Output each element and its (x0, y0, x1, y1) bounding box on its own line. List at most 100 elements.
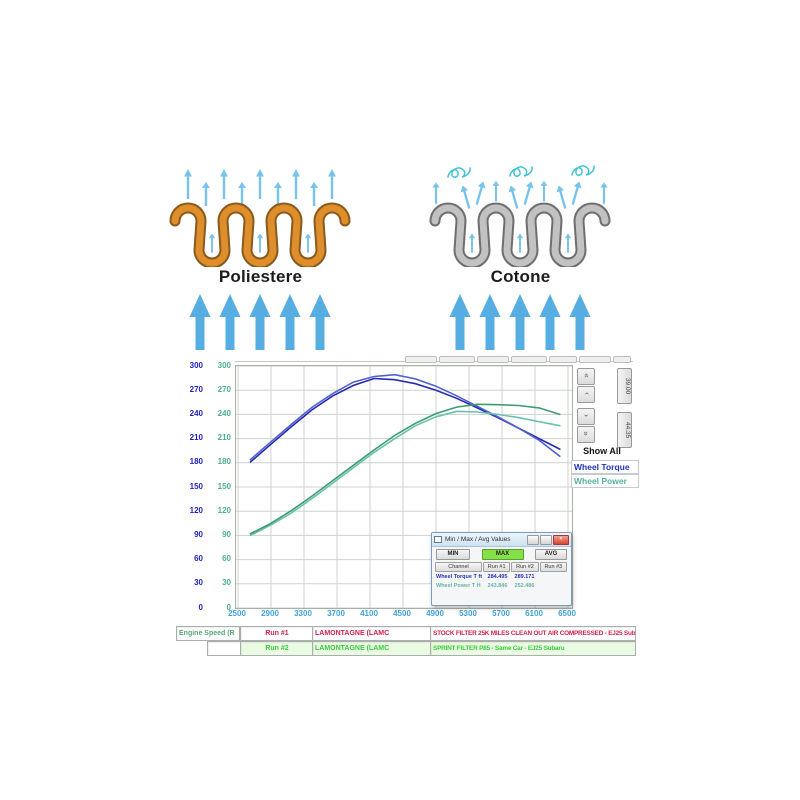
table-row-wheel-torque: Wheel Torque T ft 284.495 289.171 (432, 573, 571, 581)
y-tick-label: 30 (222, 578, 231, 588)
panel-tab-segment[interactable] (613, 356, 631, 363)
dialog-mode-buttons: MIN MAX AVG (432, 547, 571, 561)
double-chevron-down-icon: » (581, 431, 591, 436)
legend-wheel-power[interactable]: Wheel Power (571, 474, 639, 488)
run1-description-cell[interactable]: STOCK FILTER 25K MILES CLEAN OUT AIR COM… (430, 626, 636, 641)
intake-arrows (449, 294, 591, 350)
y-tick-label: 210 (189, 433, 203, 443)
cotton-diagram: Cotone (428, 163, 613, 355)
dyno-chart-window: 0 30 60 90 120 150 180 210 240 270 300 0 30 60 90 120 1… (173, 350, 639, 662)
y-tick-label: 300 (189, 360, 203, 370)
y-tick-label: 60 (222, 554, 231, 564)
run2-description-cell[interactable]: SPRINT FILTER P85 - Same Car - EJ25 Suba… (430, 641, 636, 656)
dialog-icon (434, 536, 442, 543)
x-tick-label: 5700 (492, 609, 510, 618)
power-axis-labels: 0 30 60 90 120 150 180 210 240 270 300 (207, 350, 231, 612)
double-chevron-up-icon: » (581, 373, 591, 378)
panel-tab-segment[interactable] (549, 356, 577, 363)
torque-axis-labels: 0 30 60 90 120 150 180 210 240 270 300 (179, 350, 203, 612)
curve-wheel-power-run-1 (249, 410, 561, 537)
panel-tab-segment[interactable] (511, 356, 547, 363)
min-max-avg-dialog: Min / Max / Avg Values × MIN MAX AVG Cha… (431, 532, 572, 606)
scroll-double-up-button[interactable]: » (577, 368, 595, 385)
y-tick-label: 240 (189, 408, 203, 418)
panel-tab-segment[interactable] (439, 356, 475, 363)
maximize-button[interactable] (540, 534, 552, 545)
y-tick-label: 270 (189, 384, 203, 394)
airflow-out-arrows (432, 180, 608, 210)
max-button[interactable]: MAX (481, 549, 524, 560)
column-header-run1[interactable]: Run #1 (483, 562, 511, 572)
cotton-airflow-graphic (429, 165, 611, 267)
turbulence-swirl-icons (447, 165, 595, 178)
y-tick-label: 60 (194, 554, 203, 564)
column-header-run3[interactable]: Run #3 (539, 562, 567, 572)
y-tick-label: 30 (194, 578, 203, 588)
show-all-button[interactable]: Show All (583, 446, 621, 456)
x-tick-label: 3300 (294, 609, 312, 618)
torque-max-run2: 289.171 (514, 574, 535, 580)
power-max-run3 (538, 582, 565, 590)
dialog-titlebar[interactable]: Min / Max / Avg Values × (432, 533, 571, 547)
scroll-double-down-button[interactable]: » (577, 426, 595, 443)
scroll-up-button[interactable]: › (577, 386, 595, 403)
scroll-down-button[interactable]: › (577, 408, 595, 425)
polyester-airflow-graphic (169, 169, 351, 267)
run2-label-cell[interactable]: Run #2 (240, 641, 314, 656)
polyester-diagram: Poliestere (168, 163, 353, 355)
panel-tab-segment[interactable] (405, 356, 437, 363)
channel-name: Wheel Power T H (436, 583, 481, 589)
y-tick-label: 300 (217, 360, 231, 370)
x-tick-label: 4500 (393, 609, 411, 618)
polyester-label: Poliestere (218, 267, 303, 286)
y-tick-label: 150 (189, 481, 203, 491)
run1-operator-cell[interactable]: LAMONTAGNE (LAMC (312, 626, 432, 641)
power-max-run2: 252.486 (514, 583, 535, 589)
torque-max-run3 (538, 573, 565, 581)
y-tick-label: 90 (222, 529, 231, 539)
torque-max-run1: 284.495 (487, 574, 508, 580)
panel-tab-segment[interactable] (477, 356, 509, 363)
y-tick-label: 180 (217, 457, 231, 467)
min-button[interactable]: MIN (436, 549, 470, 560)
y-tick-label: 150 (217, 481, 231, 491)
x-axis-channel-cell[interactable]: Engine Speed (R (176, 626, 240, 641)
cotton-filter-wave (429, 202, 611, 267)
dialog-title: Min / Max / Avg Values (445, 536, 511, 543)
scale-value-button-1[interactable]: 39.00 (617, 368, 632, 404)
channel-name: Wheel Torque T ft (436, 574, 483, 580)
x-tick-label: 2900 (261, 609, 279, 618)
avg-button[interactable]: AVG (535, 549, 567, 560)
polyester-filter-wave (169, 202, 351, 267)
dialog-table-header: Channel Run #1 Run #2 Run #3 (432, 562, 571, 572)
run2-operator-cell[interactable]: LAMONTAGNE (LAMC (312, 641, 432, 656)
y-tick-label: 90 (194, 529, 203, 539)
x-tick-label: 5300 (459, 609, 477, 618)
x-tick-label: 6100 (525, 609, 543, 618)
x-tick-label: 4900 (426, 609, 444, 618)
y-tick-label: 0 (198, 602, 203, 612)
column-header-channel[interactable]: Channel (435, 562, 483, 572)
intake-arrows (189, 294, 331, 350)
close-button[interactable]: × (553, 534, 569, 545)
y-tick-label: 120 (189, 505, 203, 515)
x-tick-label: 3700 (327, 609, 345, 618)
power-max-run1: 243.846 (487, 583, 508, 589)
x-tick-label: 6500 (558, 609, 576, 618)
y-tick-label: 210 (217, 433, 231, 443)
chevron-down-icon: › (581, 414, 591, 417)
scale-value-button-2[interactable]: 44.35 (617, 412, 632, 448)
close-icon: × (559, 535, 563, 542)
run1-label-cell[interactable]: Run #1 (240, 626, 314, 641)
minimize-button[interactable] (527, 534, 539, 545)
y-tick-label: 0 (226, 602, 231, 612)
legend-wheel-torque[interactable]: Wheel Torque (571, 460, 639, 474)
x-tick-label: 2500 (228, 609, 246, 618)
airflow-out-arrows (184, 169, 336, 206)
curve-wheel-torque-run-2 (249, 373, 561, 461)
panel-tab-segment[interactable] (579, 356, 611, 363)
y-tick-label: 180 (189, 457, 203, 467)
y-tick-label: 120 (217, 505, 231, 515)
column-header-run2[interactable]: Run #2 (511, 562, 539, 572)
chevron-up-icon: › (581, 392, 591, 395)
